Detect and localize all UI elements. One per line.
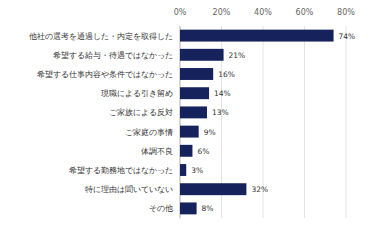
tick-label: 80% — [337, 8, 355, 17]
category-label: その他 — [149, 204, 173, 213]
bar — [180, 106, 207, 118]
data-label: 14% — [214, 89, 231, 98]
bar — [180, 202, 197, 214]
category-label: 体調不良 — [141, 147, 173, 156]
chart-container: 0% 20% 40% 60% 80% 他社の選考を通過した・内定を取得した希望する給与・待… — [0, 0, 384, 248]
category-label: 他社の選考を通過した・内定を取得した — [29, 32, 173, 41]
category-label: 現職による引き留め — [101, 89, 173, 98]
category-label: 希望する給与・待遇ではなかった — [53, 51, 173, 60]
bar — [180, 164, 186, 176]
category-label: 希望する仕事内容や条件ではなかった — [37, 70, 173, 79]
tick-label: 40% — [254, 8, 272, 17]
tick-label: 0% — [174, 8, 187, 17]
chart-svg: 0% 20% 40% 60% 80% 他社の選考を通過した・内定を取得した希望する給与・待… — [0, 0, 384, 248]
bar — [180, 126, 199, 138]
tick-label: 20% — [213, 8, 231, 17]
data-label: 32% — [251, 185, 268, 194]
category-label: ご家庭の事情 — [125, 128, 173, 137]
data-label: 9% — [204, 128, 216, 137]
data-label: 13% — [212, 108, 229, 117]
data-label: 6% — [197, 147, 209, 156]
data-label: 3% — [191, 166, 203, 175]
data-label: 21% — [229, 51, 246, 60]
category-label: ご家族による反対 — [109, 108, 173, 117]
data-label: 8% — [202, 204, 214, 213]
bar — [180, 87, 209, 99]
data-label: 74% — [339, 32, 356, 41]
category-label: 特に理由は聞いていない — [85, 185, 173, 194]
bar — [180, 49, 224, 61]
bar — [180, 68, 213, 80]
tick-label: 60% — [296, 8, 314, 17]
data-label: 16% — [218, 70, 235, 79]
bar — [180, 30, 334, 42]
bar — [180, 183, 246, 195]
bars — [180, 30, 334, 215]
bar — [180, 145, 192, 157]
category-label: 希望する勤務地ではなかった — [69, 166, 173, 175]
grid-line — [346, 26, 347, 218]
grid-line — [304, 26, 305, 218]
